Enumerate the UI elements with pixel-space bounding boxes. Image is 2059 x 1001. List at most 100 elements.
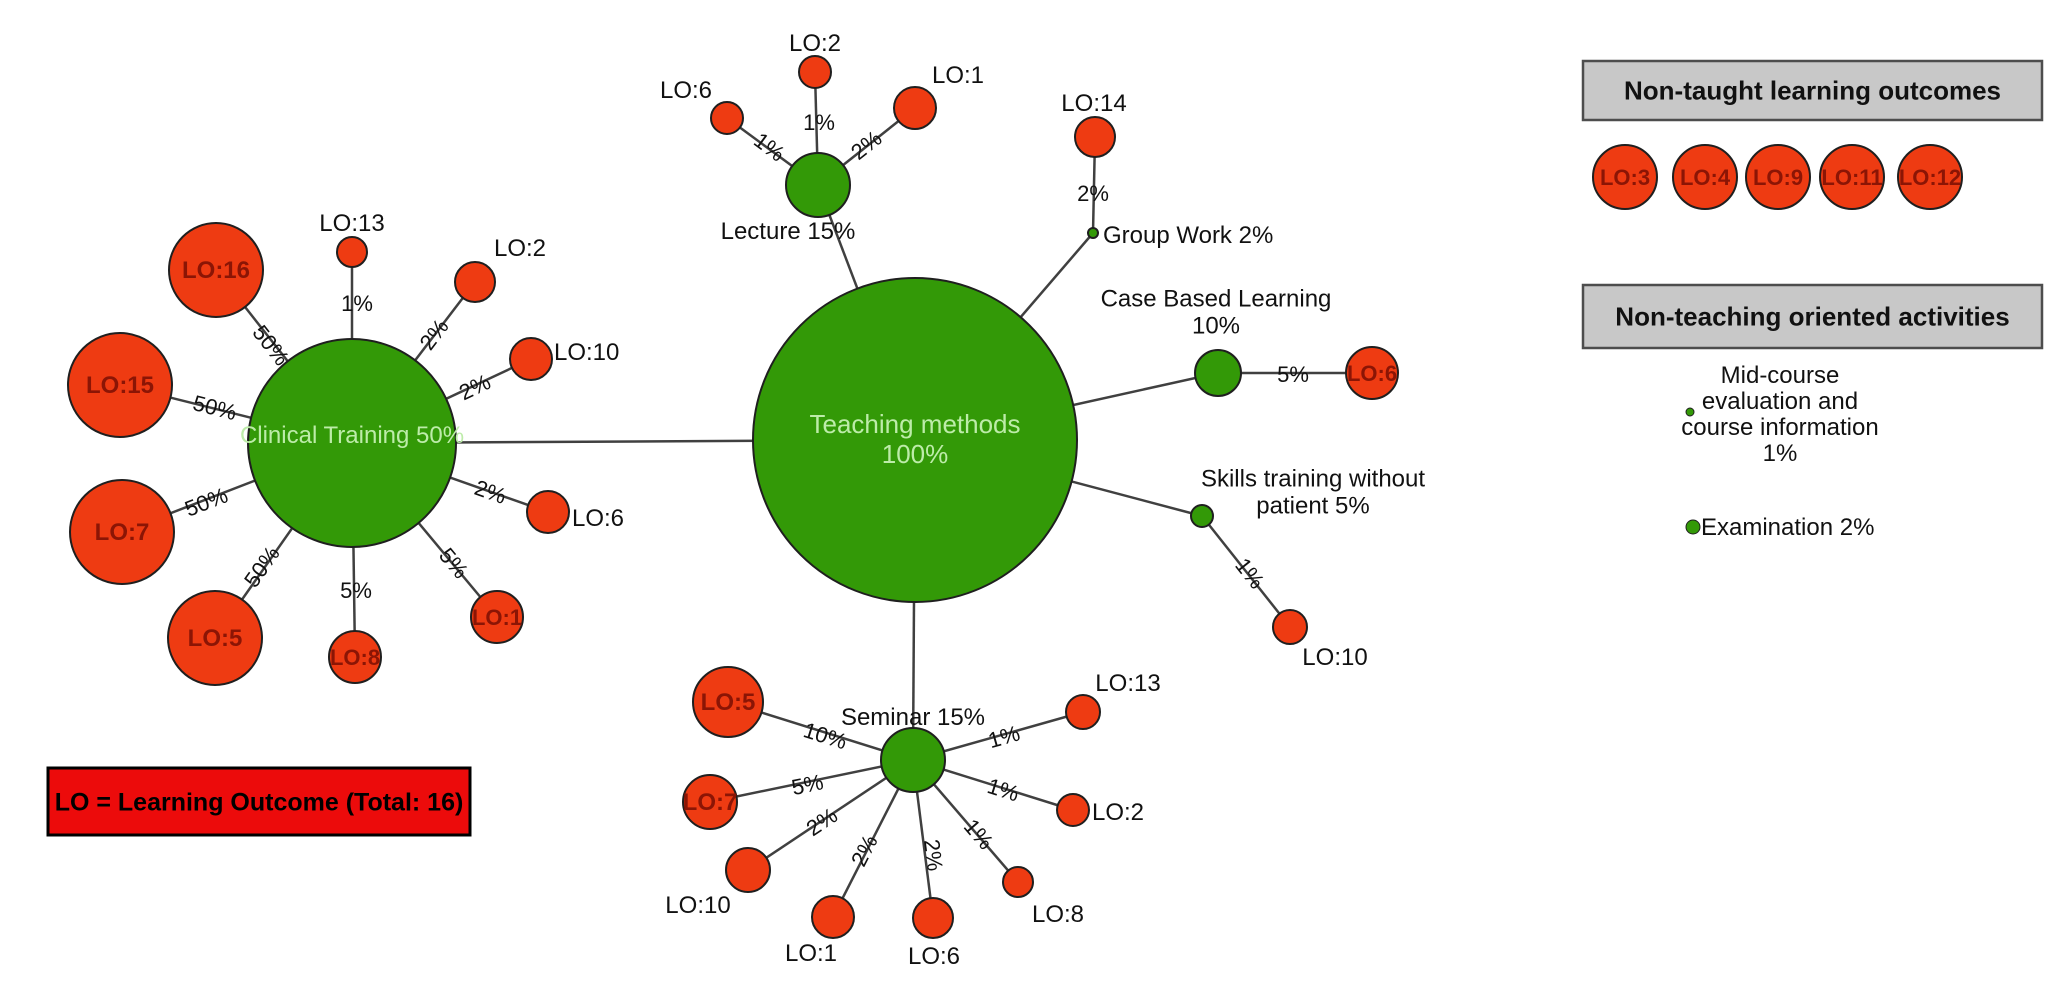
non-taught-circle-LO:12	[1897, 144, 1963, 210]
non-teaching-panel-box	[1581, 283, 2044, 350]
examination-label: Examination 2%	[1701, 514, 1874, 541]
mid-course-evaluation-dot	[1685, 407, 1695, 417]
node-lecture	[785, 152, 851, 218]
node-label-tm: Teaching methods	[809, 409, 1020, 439]
node-l2	[798, 55, 832, 89]
node-label-m10: LO:10	[665, 892, 730, 919]
node-c10	[509, 337, 553, 381]
node-label-l6: LO:6	[660, 77, 712, 104]
edge-label-b6: 5%	[1277, 362, 1309, 387]
node-label-skills: patient 5%	[1256, 493, 1369, 520]
edge-label-l2: 1%	[803, 110, 835, 135]
node-label-m1: LO:1	[785, 940, 837, 967]
edge-label-c2: 2%	[414, 314, 453, 354]
node-m8	[1002, 866, 1034, 898]
edge-label-c13: 1%	[341, 291, 373, 316]
edge-label-c8: 5%	[340, 578, 372, 603]
legend-text: LO = Learning Outcome (Total: 16)	[55, 789, 464, 817]
node-m6	[912, 897, 954, 939]
node-m10	[725, 847, 771, 893]
node-label-cbl: 10%	[1192, 313, 1240, 340]
mid-course-evaluation-label: Mid-course	[1721, 362, 1840, 389]
edge-seminar-m10	[747, 758, 914, 872]
edge-label-m13: 1%	[985, 720, 1022, 753]
mid-course-evaluation-label: course information	[1681, 414, 1878, 441]
node-label-c10: LO:10	[554, 339, 619, 366]
node-label-m13: LO:13	[1095, 670, 1160, 697]
edge-label-m1: 2%	[846, 831, 883, 871]
node-label-c15: LO:15	[86, 372, 154, 399]
non-taught-circle-LO:4	[1672, 144, 1738, 210]
node-m1	[811, 895, 855, 939]
node-label-groupwork: Group Work 2%	[1103, 222, 1273, 249]
legend-box	[46, 766, 472, 837]
node-label-c5: LO:5	[188, 625, 243, 652]
edge-label-c7: 50%	[181, 482, 231, 521]
node-b6	[1345, 346, 1399, 400]
node-seminar	[880, 727, 946, 793]
node-clinical	[247, 338, 457, 548]
node-label-c13: LO:13	[319, 210, 384, 237]
non-taught-circle-label: LO:9	[1753, 165, 1803, 190]
node-label-clinical: Clinical Training 50%	[240, 422, 464, 449]
node-c2	[454, 261, 496, 303]
node-label-c16: LO:16	[182, 257, 250, 284]
edge-label-m10: 2%	[802, 803, 842, 841]
node-label-seminar: Seminar 15%	[841, 704, 985, 731]
edge-label-c6r: 2%	[471, 475, 509, 509]
edge-label-m7: 5%	[789, 769, 825, 800]
node-c16	[168, 222, 264, 318]
non-taught-panel-box	[1581, 59, 2044, 122]
node-label-tm: 100%	[882, 439, 949, 469]
node-label-m6: LO:6	[908, 943, 960, 970]
node-c15	[67, 332, 173, 438]
edge-skills-s10	[1201, 515, 1291, 628]
mid-course-evaluation-label: 1%	[1763, 440, 1798, 467]
node-groupwork	[1087, 227, 1099, 239]
node-l1	[893, 86, 937, 130]
non-taught-circle-LO:11	[1819, 144, 1885, 210]
mid-course-evaluation-label: evaluation and	[1702, 388, 1858, 415]
node-label-c7: LO:7	[95, 519, 150, 546]
node-label-c1: LO:1	[472, 605, 522, 630]
node-label-m5: LO:5	[701, 689, 756, 716]
node-label-m2: LO:2	[1092, 799, 1144, 826]
non-taught-circle-label: LO:11	[1821, 165, 1882, 190]
node-label-b6: LO:6	[1347, 361, 1397, 386]
node-m7	[682, 774, 738, 830]
node-label-m7: LO:7	[683, 789, 738, 816]
node-m5	[692, 666, 764, 738]
edge-label-m6: 2%	[919, 838, 948, 873]
node-c6r	[526, 490, 570, 534]
node-m2	[1056, 793, 1090, 827]
node-c13	[336, 236, 368, 268]
edge-label-c10: 2%	[455, 369, 494, 405]
non-taught-panel-title: Non-taught learning outcomes	[1624, 76, 2001, 106]
node-label-l1: LO:1	[932, 62, 984, 89]
edge-label-c15: 50%	[190, 390, 239, 425]
edge-seminar-m7	[709, 758, 914, 804]
non-taught-circle-label: LO:3	[1600, 165, 1650, 190]
node-label-m8: LO:8	[1032, 901, 1084, 928]
non-taught-circle-label: LO:12	[1899, 165, 1961, 190]
node-c1	[470, 590, 524, 644]
node-label-c2: LO:2	[494, 235, 546, 262]
edge-label-g14: 2%	[1077, 181, 1109, 206]
node-label-skills: Skills training without	[1201, 466, 1425, 493]
node-label-c6r: LO:6	[572, 505, 624, 532]
node-m13	[1065, 694, 1101, 730]
node-l6	[710, 101, 744, 135]
node-label-cbl: Case Based Learning	[1101, 286, 1332, 313]
node-c7	[69, 479, 175, 585]
node-s10	[1272, 609, 1308, 645]
node-label-s10: LO:10	[1302, 644, 1367, 671]
examination-dot	[1685, 519, 1701, 535]
node-c8	[328, 630, 382, 684]
non-taught-circle-label: LO:4	[1680, 165, 1731, 190]
node-g14	[1074, 116, 1116, 158]
node-tm	[752, 277, 1078, 603]
non-taught-circle-LO:3	[1592, 144, 1658, 210]
node-c5	[167, 590, 263, 686]
